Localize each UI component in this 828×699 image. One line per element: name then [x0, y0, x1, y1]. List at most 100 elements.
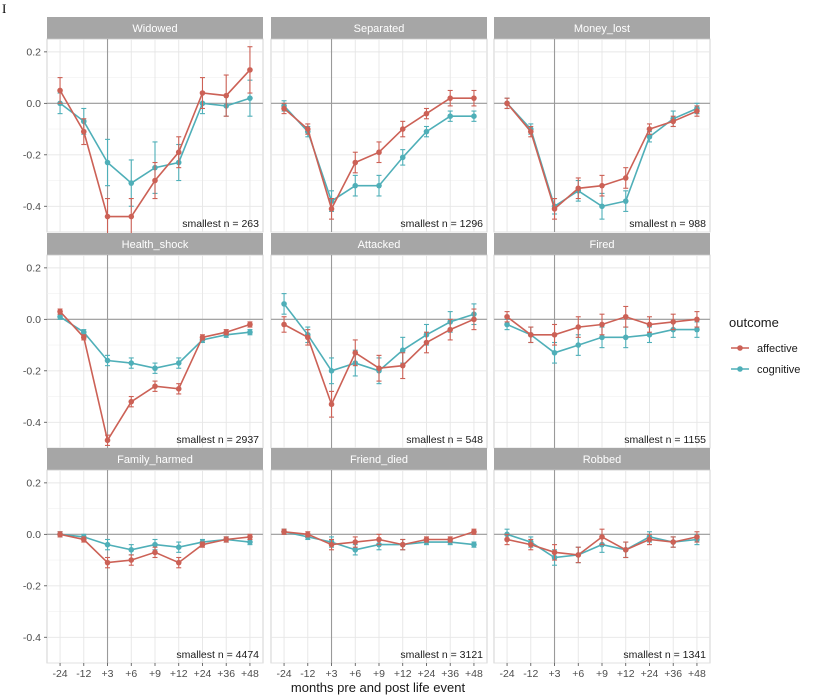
panel-title: Fired — [589, 239, 614, 251]
panel-widowed: Widowed smallest n = 263 — [46, 17, 264, 236]
panel-strip — [47, 233, 263, 255]
data-point — [152, 549, 158, 556]
data-point — [471, 113, 477, 119]
series-affective — [281, 308, 477, 418]
y-tick-label: -0.4 — [23, 201, 41, 213]
y-tick-label: -0.4 — [23, 632, 41, 644]
x-tick-label: +24 — [641, 668, 659, 680]
x-tick-label: -12 — [300, 668, 315, 680]
data-point — [57, 308, 63, 315]
data-point — [281, 321, 287, 328]
x-tick-label: +48 — [241, 668, 259, 680]
legend-key-point — [737, 345, 743, 351]
panel-strip — [494, 17, 710, 39]
data-point — [694, 326, 700, 333]
x-tick-label: -24 — [52, 668, 67, 680]
series-affective — [281, 89, 477, 220]
data-point — [57, 87, 63, 94]
data-point — [128, 360, 135, 366]
panel-strip — [494, 233, 710, 255]
data-point — [599, 534, 605, 540]
data-point — [599, 182, 605, 189]
data-point — [80, 128, 87, 135]
data-point — [128, 557, 135, 563]
data-point — [352, 546, 359, 553]
x-tick-label: +6 — [572, 668, 584, 680]
data-point — [352, 349, 359, 356]
data-point — [646, 331, 653, 338]
data-point — [199, 90, 206, 96]
y-tick-label: 0.0 — [26, 529, 41, 541]
x-tick-label: +48 — [465, 668, 483, 680]
data-point — [104, 213, 111, 220]
series-affective — [57, 308, 253, 446]
panel-strip — [494, 448, 710, 470]
x-tick-label: +24 — [418, 668, 436, 680]
panels: Widowed smallest n = 263 Separated smallest… — [46, 17, 711, 664]
data-point — [646, 126, 653, 132]
x-tick-label: -12 — [523, 668, 538, 680]
data-point — [527, 541, 534, 548]
data-point — [622, 334, 629, 341]
panel-money-lost: Money_lost smallest n = 988 — [493, 17, 711, 233]
data-point — [104, 357, 111, 364]
data-point — [199, 334, 206, 341]
panel-note: smallest n = 988 — [629, 218, 706, 230]
panel-note: smallest n = 2937 — [176, 434, 259, 446]
panel-strip — [271, 448, 487, 470]
data-point — [247, 95, 253, 101]
data-point — [128, 398, 135, 405]
data-point — [247, 329, 253, 336]
series-affective — [504, 97, 700, 220]
data-point — [551, 349, 558, 356]
data-point — [399, 362, 406, 369]
panel-friend-died: Friend_died smallest n = 3121 — [270, 448, 488, 664]
data-point — [128, 180, 135, 186]
y-tick-label: 0.2 — [26, 46, 41, 58]
data-point — [247, 67, 253, 73]
data-point — [175, 149, 182, 156]
x-tick-label: +3 — [102, 668, 114, 680]
x-tick-label: +24 — [194, 668, 212, 680]
x-tick-label: +9 — [149, 668, 161, 680]
panel-note: smallest n = 548 — [406, 434, 483, 446]
panel-note: smallest n = 1341 — [623, 649, 706, 661]
x-tick-label: +6 — [349, 668, 361, 680]
data-point — [694, 534, 700, 540]
x-tick-label: +36 — [664, 668, 682, 680]
data-point — [304, 126, 311, 132]
data-point — [599, 203, 605, 210]
data-point — [447, 536, 454, 543]
legend-title: outcome — [729, 315, 779, 330]
series-affective — [504, 305, 700, 346]
data-point — [423, 128, 430, 135]
data-point — [551, 549, 558, 556]
data-point — [646, 133, 653, 140]
series-affective — [504, 528, 700, 564]
y-tick-label: -0.2 — [23, 149, 41, 161]
data-point — [175, 386, 182, 392]
data-point — [504, 100, 510, 107]
legend-item-cognitive: cognitive — [731, 364, 800, 376]
x-tick-label: -24 — [276, 668, 291, 680]
y-tick-label: -0.2 — [23, 365, 41, 377]
data-point — [175, 360, 182, 366]
data-point — [281, 105, 287, 112]
data-point — [575, 342, 582, 348]
panel-robbed: Robbed smallest n = 1341 — [493, 448, 711, 664]
data-point — [423, 536, 430, 543]
x-tick-label: +12 — [170, 668, 188, 680]
data-point — [670, 539, 677, 545]
data-point — [175, 559, 182, 566]
x-tick-label: +12 — [394, 668, 412, 680]
y-tick-label: 0.2 — [26, 262, 41, 274]
panel-note: smallest n = 1296 — [400, 218, 483, 230]
legend-key-point — [737, 366, 743, 372]
data-point — [447, 113, 454, 119]
data-point — [646, 321, 653, 328]
data-point — [328, 206, 335, 212]
data-point — [247, 534, 253, 540]
data-point — [399, 347, 406, 354]
x-tick-label: +12 — [617, 668, 635, 680]
